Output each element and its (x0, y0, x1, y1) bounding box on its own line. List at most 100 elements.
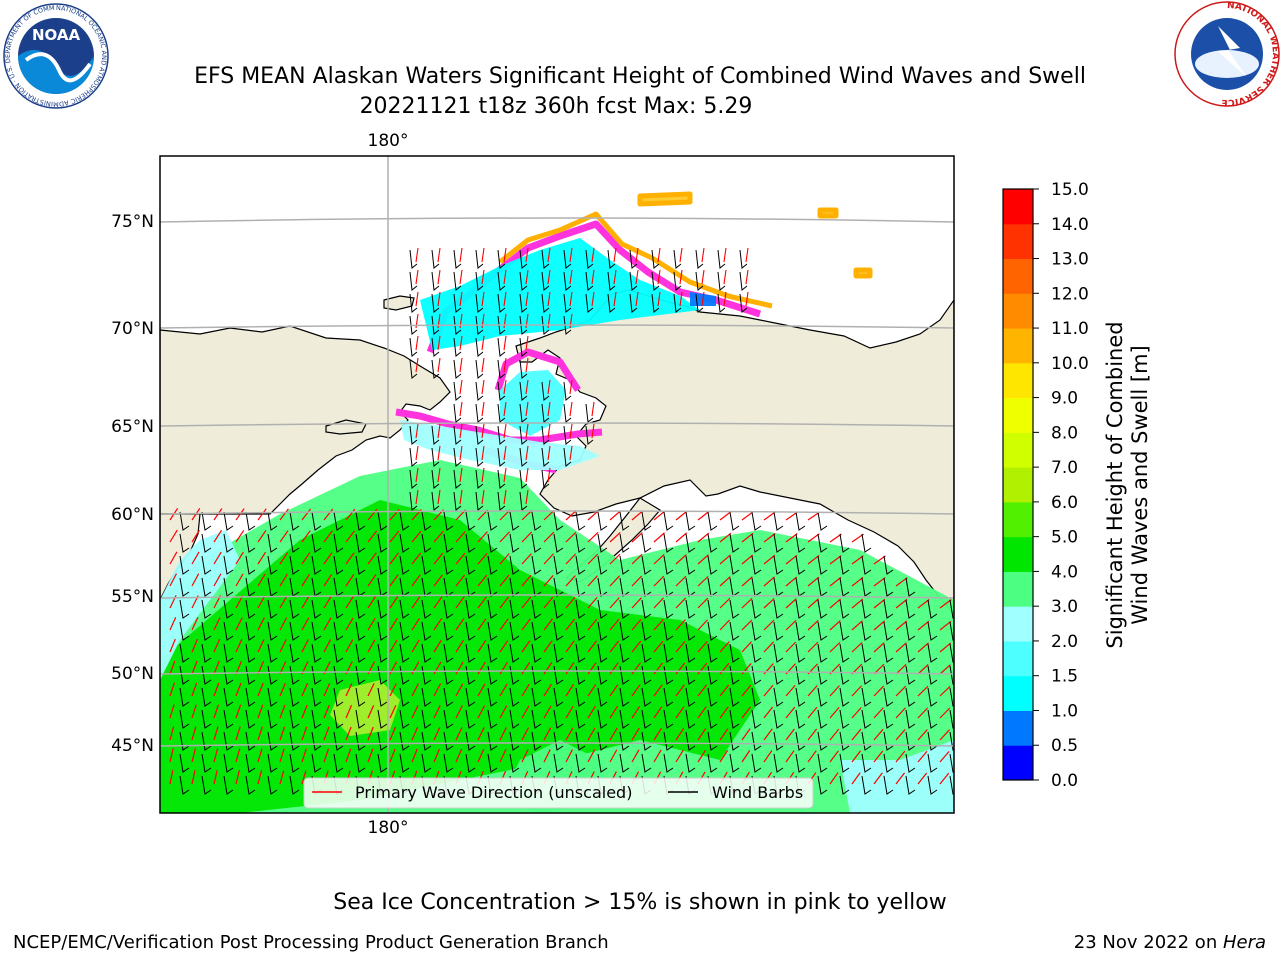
wind-barb (377, 643, 388, 663)
wave-direction-arrow (723, 291, 727, 307)
wave-direction-arrow (763, 728, 773, 741)
wave-direction-arrow (829, 576, 842, 587)
wind-barb (399, 709, 410, 729)
wave-direction-arrow (235, 639, 243, 653)
wind-barb (773, 753, 784, 773)
wave-direction-arrow (939, 664, 951, 675)
wave-direction-arrow (851, 620, 863, 631)
wind-barb (839, 687, 850, 707)
wave-direction-arrow (499, 683, 508, 697)
wind-barb (641, 665, 652, 685)
wave-direction-arrow (543, 575, 554, 587)
wave-direction-arrow (807, 750, 817, 763)
wind-barb (509, 731, 520, 751)
wave-direction-arrow (279, 595, 288, 609)
wind-barb (201, 775, 212, 795)
wind-barb (497, 271, 506, 291)
wave-direction-arrow (895, 598, 908, 609)
wave-direction-arrow (521, 596, 532, 609)
wind-barb (377, 555, 388, 575)
wind-barb (509, 687, 520, 707)
lat-label-60: 60°N (111, 505, 154, 525)
wave-direction-arrow (169, 529, 178, 543)
wind-barb (795, 511, 806, 531)
wave-direction-arrow (213, 508, 223, 521)
wave-direction-arrow (257, 530, 267, 543)
wave-direction-arrow (587, 531, 599, 543)
wave-direction-arrow (587, 705, 596, 719)
wind-barb (245, 687, 256, 707)
wave-direction-arrow (301, 530, 311, 543)
wind-barb (519, 315, 528, 335)
wind-barb (861, 621, 872, 641)
wind-barb (883, 687, 894, 707)
wave-direction-arrow (521, 705, 530, 719)
wind-barb (883, 599, 894, 619)
wind-barb (475, 469, 484, 489)
wind-barb (245, 665, 256, 685)
wind-barb (333, 555, 344, 575)
wave-direction-arrow (459, 423, 463, 439)
wind-barb (377, 687, 388, 707)
wind-barb (641, 511, 652, 531)
wave-direction-arrow (873, 707, 884, 719)
wave-direction-arrow (433, 727, 441, 741)
wave-direction-arrow (763, 576, 775, 587)
wave-direction-arrow (565, 727, 574, 741)
wave-direction-arrow (653, 532, 665, 543)
wave-direction-arrow (367, 683, 375, 697)
wave-direction-arrow (235, 551, 244, 565)
wave-direction-arrow (481, 401, 485, 417)
wave-direction-arrow (415, 269, 419, 285)
wind-barb (289, 555, 300, 575)
wind-barb (289, 687, 300, 707)
wind-barb (509, 621, 520, 641)
wave-direction-arrow (697, 554, 709, 565)
wave-direction-arrow (565, 662, 575, 675)
wind-barb (619, 621, 630, 641)
wind-barb (641, 643, 652, 663)
wave-direction-arrow (697, 706, 707, 719)
wind-barb (707, 687, 718, 707)
wave-direction-arrow (411, 574, 421, 587)
wind-barb (563, 381, 572, 401)
wind-barb (905, 731, 916, 751)
wave-direction-arrow (785, 576, 798, 587)
wave-direction-arrow (213, 529, 223, 543)
wind-barb (707, 533, 718, 553)
colorbar-segment (1003, 223, 1033, 260)
wind-barb (563, 447, 572, 467)
wind-barb (795, 709, 806, 729)
wave-direction-arrow (503, 357, 507, 373)
wave-direction-arrow (459, 247, 463, 263)
wave-direction-arrow (807, 554, 820, 565)
wave-direction-arrow (367, 574, 377, 587)
wave-direction-arrow (213, 748, 219, 763)
wave-direction-arrow (459, 467, 463, 483)
lat-label-75: 75°N (111, 212, 154, 232)
wave-direction-arrow (481, 379, 485, 395)
wave-direction-arrow (569, 247, 573, 263)
wave-direction-arrow (235, 573, 244, 587)
wind-barb (201, 709, 212, 729)
wind-barb (421, 555, 432, 575)
wind-barb (443, 731, 454, 751)
wave-direction-arrow (587, 510, 599, 521)
wind-barb (839, 621, 850, 641)
wind-barb (553, 621, 564, 641)
wind-barb (453, 469, 462, 489)
wave-direction-arrow (591, 269, 595, 285)
wave-direction-arrow (301, 508, 312, 521)
wave-direction-arrow (829, 533, 842, 543)
wind-barb (531, 687, 542, 707)
wave-direction-arrow (635, 247, 639, 263)
wind-barb (399, 731, 410, 751)
wave-direction-arrow (415, 423, 419, 439)
wind-barb (201, 665, 212, 685)
wave-direction-arrow (213, 770, 218, 785)
wave-direction-arrow (829, 685, 840, 697)
noaa-logo-text: NOAA (32, 26, 81, 44)
wind-barb (223, 665, 234, 685)
map-subtitle: 20221121 t18z 360h fcst Max: 5.29 (359, 94, 753, 119)
wind-barb (453, 359, 462, 379)
